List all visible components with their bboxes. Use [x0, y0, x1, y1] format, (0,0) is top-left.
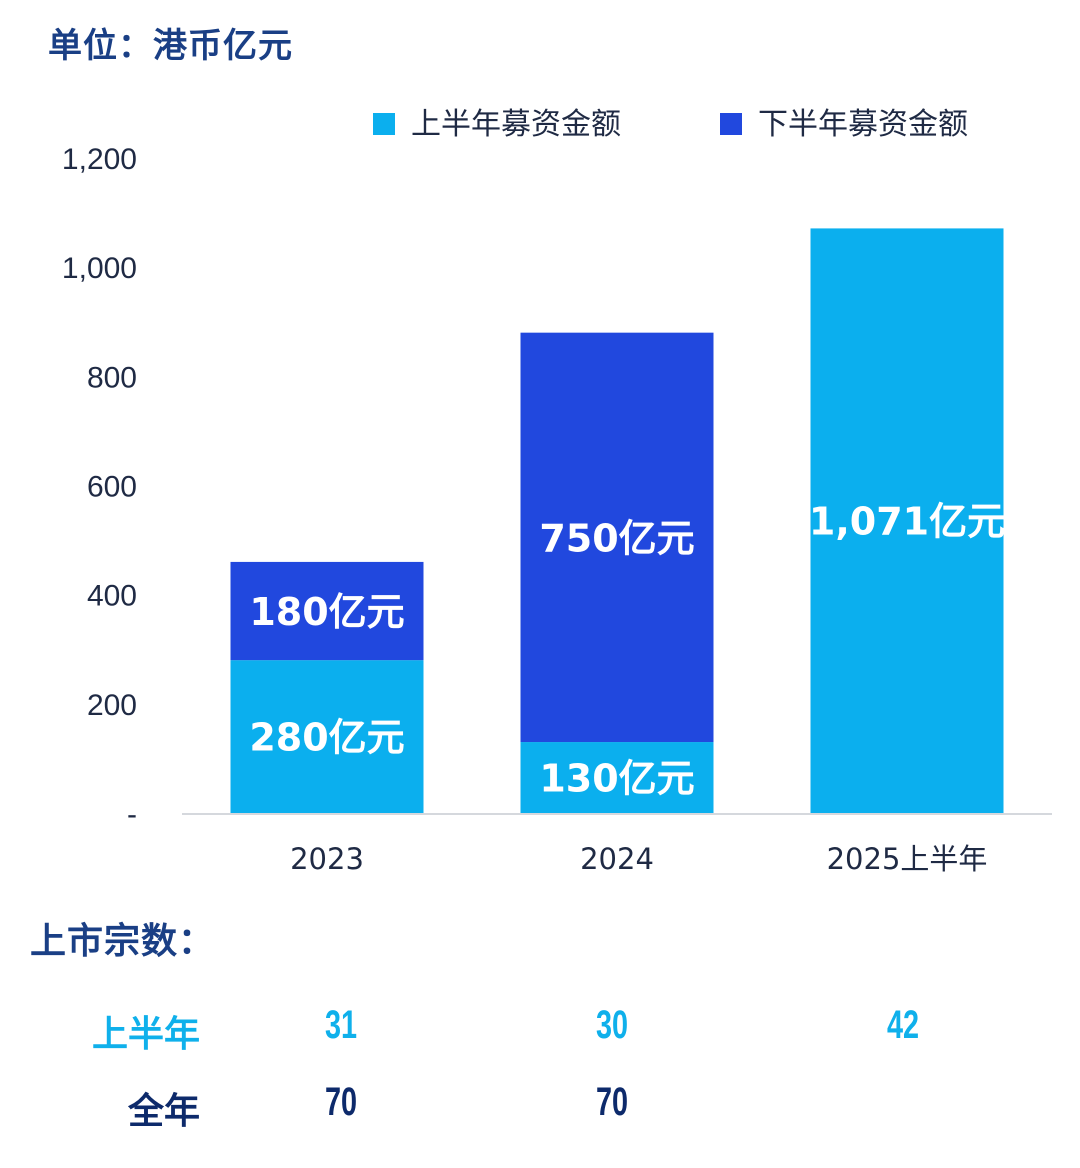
listings-row-h1-label: 上半年 [91, 1014, 200, 1055]
bar-data-label: 130亿元 [539, 757, 694, 801]
x-tick-label: 2025上半年 [827, 842, 988, 876]
listings-row-full-label: 全年 [127, 1091, 200, 1132]
x-tick-label: 2024 [580, 842, 654, 876]
listings-full-2023: 70 [324, 1080, 358, 1124]
bar-h1-2023 [230, 660, 424, 813]
unit-label: 单位：港币亿元 [48, 26, 293, 66]
y-tick-label: 200 [87, 689, 137, 722]
bar-h1-2024 [520, 742, 714, 813]
listings-h1-2024: 30 [595, 1003, 629, 1047]
y-tick-label: 1,000 [62, 252, 137, 285]
legend-swatch [373, 113, 395, 135]
y-tick-label: 400 [87, 580, 137, 613]
legend-label: 下半年募资金额 [758, 107, 968, 142]
y-tick-label: 1,200 [62, 143, 137, 176]
bar-data-label: 180亿元 [249, 590, 404, 634]
legend-label: 上半年募资金额 [411, 107, 621, 142]
y-tick-label: 600 [87, 471, 137, 504]
y-tick-label: 800 [87, 361, 137, 394]
listings-title: 上市宗数： [30, 921, 216, 962]
bar-data-label: 280亿元 [249, 716, 404, 760]
legend-swatch [720, 113, 742, 135]
bar-h1-2025上半年 [810, 228, 1004, 814]
ipo-funds-chart: - 200 400 600 800 1,000 1,200 280亿元 180亿元 2023 130… [62, 107, 1052, 876]
listings-h1-2025: 42 [886, 1003, 920, 1047]
y-tick-label: - [127, 798, 137, 831]
listings-h1-2023: 31 [324, 1003, 358, 1047]
bar-data-label: 750亿元 [539, 516, 694, 560]
x-tick-label: 2023 [290, 842, 364, 876]
listings-full-2024: 70 [595, 1080, 629, 1124]
bar-data-label: 1,071亿元 [809, 500, 1005, 544]
bar-h2-2024 [520, 332, 714, 743]
bar-h2-2023 [230, 561, 424, 661]
